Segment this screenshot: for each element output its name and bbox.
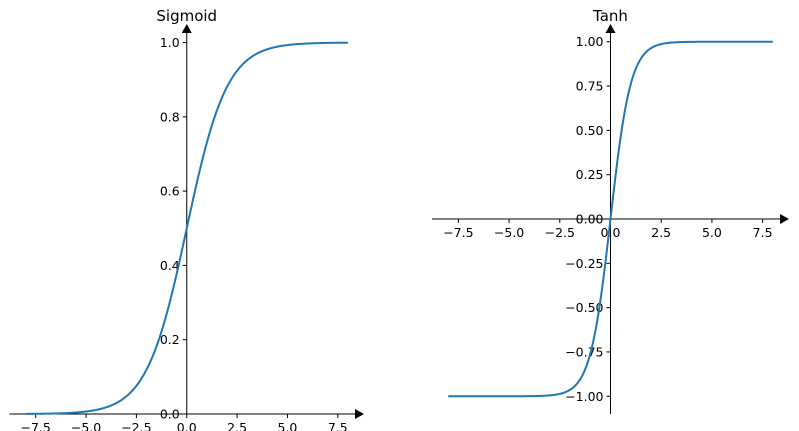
tanh-y-tick-label: 1.00 (576, 34, 604, 49)
tanh-y-tick-label: 0.75 (576, 79, 604, 94)
tanh-x-tick-label: 7.5 (753, 225, 773, 240)
tanh-y-tick-label: 0.25 (576, 167, 604, 182)
sigmoid-chart-title: Sigmoid (156, 7, 217, 25)
tanh-chart-title: Tanh (592, 7, 628, 25)
sigmoid-x-tick-label: 0.0 (177, 420, 197, 431)
tanh-x-axis-arrow (780, 214, 789, 224)
sigmoid-x-axis-arrow (355, 409, 364, 419)
sigmoid-y-tick-label: 0.6 (160, 184, 180, 199)
sigmoid-x-tick-label: −7.5 (21, 420, 51, 431)
tanh-x-tick-label: −7.5 (443, 225, 473, 240)
sigmoid-y-tick-label: 1.0 (160, 35, 180, 50)
sigmoid-curve (25, 41, 348, 415)
tanh-x-tick-label: 5.0 (702, 225, 722, 240)
sigmoid-x-tick-label: −2.5 (121, 420, 151, 431)
tanh-y-axis-arrow (605, 24, 616, 33)
tanh-x-tick-label: 2.5 (651, 225, 671, 240)
tanh-y-tick-label: −0.25 (565, 256, 603, 271)
sigmoid-panel: −7.5 −5.0 −2.5 0.0 2.5 5.0 7.5 0.0 0.2 0.4 0.6 0.8 1… (9, 7, 364, 431)
sigmoid-x-tick-label: 2.5 (227, 420, 247, 431)
sigmoid-x-tick-label: 7.5 (328, 420, 348, 431)
sigmoid-y-tick-label: 0.4 (160, 258, 180, 273)
sigmoid-y-axis-arrow (181, 24, 192, 33)
tanh-y-tick-label: 0.50 (576, 123, 604, 138)
sigmoid-x-tick-label: 5.0 (278, 420, 298, 431)
tanh-x-tick-label: −5.0 (494, 225, 524, 240)
sigmoid-x-tick-label: −5.0 (71, 420, 101, 431)
tanh-y-tick-label: −0.50 (565, 300, 603, 315)
sigmoid-y-tick-label: 0.2 (160, 332, 180, 347)
tanh-curve (448, 40, 773, 398)
tanh-x-tick-label: 0.0 (601, 225, 621, 240)
tanh-y-tick-label: −1.00 (565, 389, 603, 404)
tanh-x-tick-label: −2.5 (545, 225, 575, 240)
sigmoid-y-tick-label: 0.8 (160, 109, 180, 124)
tanh-y-tick-label: 0.00 (576, 212, 604, 227)
tanh-panel: −7.5 −5.0 −2.5 0.0 2.5 5.0 7.5 −1.00 −0.75 −0.50 −… (432, 7, 789, 414)
tanh-y-tick-label: −0.75 (565, 344, 603, 359)
sigmoid-y-tick-label: 0.0 (160, 407, 180, 422)
